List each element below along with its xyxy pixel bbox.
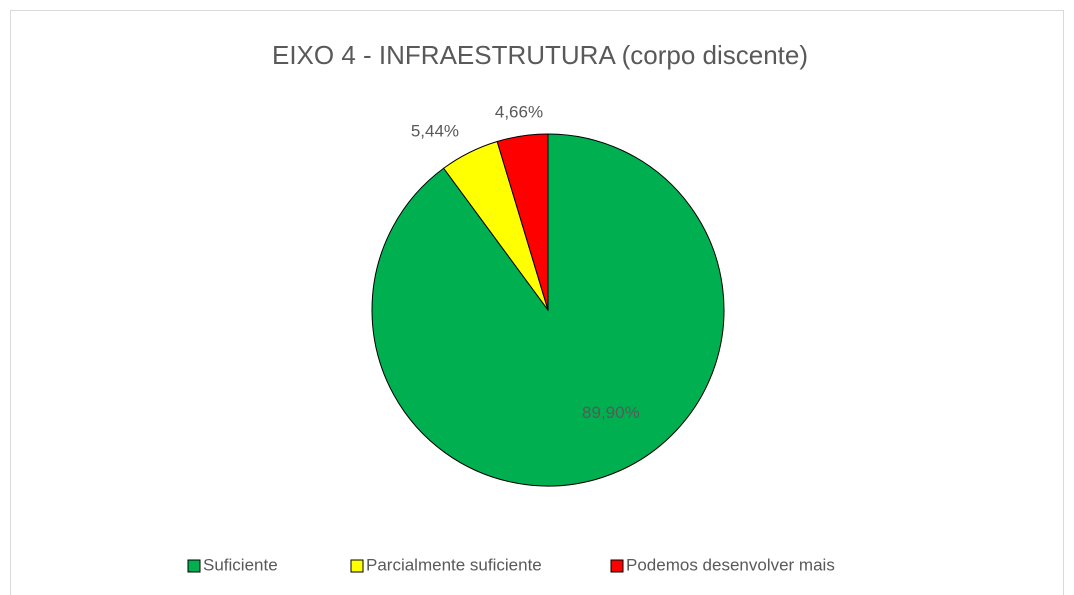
legend-label: Suficiente: [203, 555, 278, 574]
data-label: 4,66%: [495, 103, 543, 122]
data-label: 5,44%: [411, 122, 459, 141]
legend-swatch: [187, 559, 201, 573]
data-label: 89,90%: [582, 403, 640, 422]
legend-label: Parcialmente suficiente: [366, 555, 542, 574]
legend-swatch: [610, 559, 624, 573]
chart-title: EIXO 4 - INFRAESTRUTURA (corpo discente): [272, 40, 808, 70]
legend-label: Podemos desenvolver mais: [626, 555, 835, 574]
legend-swatch: [350, 559, 364, 573]
pie-slice: [496, 133, 549, 311]
